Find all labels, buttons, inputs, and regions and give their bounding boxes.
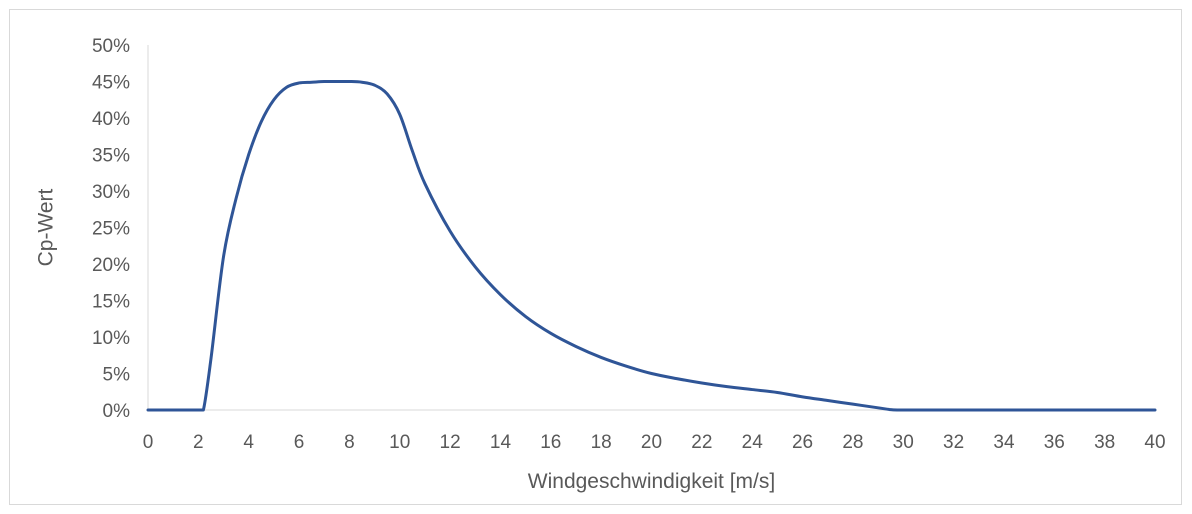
y-axis-ticks: 0% 5% 10% 15% 20% 25% 30% 35% 40% 45% 50% <box>92 36 130 422</box>
x-tick-label: 36 <box>1044 432 1065 453</box>
y-tick-label: 20% <box>92 255 130 276</box>
y-tick-label: 15% <box>92 292 130 313</box>
cp-series-line <box>146 79 1157 412</box>
y-axis-title: Cp-Wert <box>35 188 58 266</box>
x-tick-label: 0 <box>143 432 154 453</box>
x-tick-label: 8 <box>344 432 355 453</box>
x-tick-label: 16 <box>540 432 561 453</box>
y-tick-label: 10% <box>92 328 130 349</box>
x-axis-ticks: 0 2 4 6 8 10 12 14 16 18 20 22 24 26 28 30 32 34 36 38 40 <box>143 432 1166 453</box>
x-tick-label: 26 <box>792 432 813 453</box>
x-tick-label: 40 <box>1144 432 1165 453</box>
x-tick-label: 10 <box>389 432 410 453</box>
x-tick-label: 24 <box>742 432 764 453</box>
y-tick-label: 35% <box>92 146 130 167</box>
y-tick-label: 30% <box>92 182 130 203</box>
y-tick-label: 40% <box>92 109 130 130</box>
x-tick-label: 2 <box>193 432 204 453</box>
x-tick-label: 38 <box>1094 432 1115 453</box>
x-tick-label: 28 <box>842 432 863 453</box>
x-axis-title: Windgeschwindigkeit [m/s] <box>528 470 775 493</box>
y-tick-label: 5% <box>103 365 131 386</box>
y-tick-label: 0% <box>103 401 131 422</box>
x-tick-label: 34 <box>993 432 1015 453</box>
y-tick-label: 50% <box>92 36 130 57</box>
y-tick-label: 25% <box>92 219 130 240</box>
x-tick-label: 14 <box>490 432 512 453</box>
x-tick-label: 6 <box>294 432 305 453</box>
chart-frame <box>9 9 1182 505</box>
x-tick-label: 22 <box>691 432 712 453</box>
x-tick-label: 18 <box>591 432 612 453</box>
x-tick-label: 30 <box>893 432 914 453</box>
x-tick-label: 20 <box>641 432 662 453</box>
x-tick-label: 4 <box>243 432 254 453</box>
series-layer <box>146 79 1157 412</box>
x-tick-label: 32 <box>943 432 964 453</box>
y-tick-label: 45% <box>92 73 130 94</box>
x-tick-label: 12 <box>440 432 461 453</box>
